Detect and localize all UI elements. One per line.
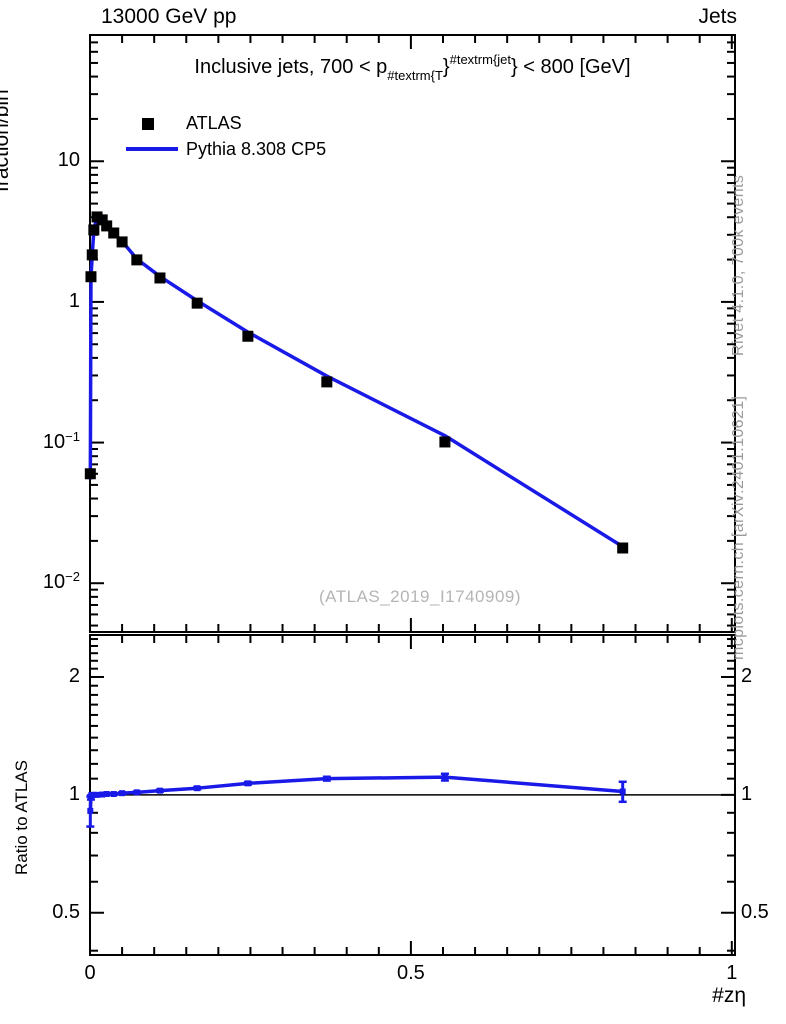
atlas-data-marker bbox=[154, 272, 166, 284]
legend-marker-atlas bbox=[142, 118, 154, 130]
main-y-tick-label-text: 10 bbox=[57, 149, 80, 172]
plot-title-part: } bbox=[511, 56, 518, 78]
ratio-y-tick-label-left: 0.5 bbox=[18, 900, 80, 924]
atlas-data-marker bbox=[85, 271, 97, 283]
x-tick-label-text: 0.5 bbox=[396, 962, 425, 984]
main-y-tick-label: 10−2 bbox=[18, 569, 80, 596]
ratio-data-marker bbox=[194, 785, 201, 792]
ratio-data-marker bbox=[619, 788, 626, 795]
atlas-data-marker bbox=[84, 468, 96, 480]
ratio-data-marker bbox=[441, 774, 448, 781]
ratio-y-tick-label-left: 2 bbox=[18, 664, 80, 688]
x-tick-label-text: 1 bbox=[726, 962, 738, 984]
plot-title-part: Inclusive jets, 700 < p bbox=[194, 56, 388, 78]
ratio-data-marker bbox=[119, 790, 126, 797]
atlas-data-marker bbox=[131, 254, 143, 266]
atlas-data-marker bbox=[191, 297, 203, 309]
x-tick-label: 0.5 bbox=[381, 961, 441, 985]
ratio-y-tick-label-left-text: 0.5 bbox=[52, 900, 80, 923]
main-y-tick-label-text: −1 bbox=[65, 428, 80, 444]
plot-title-part: } bbox=[442, 56, 450, 78]
atlas-data-marker bbox=[108, 227, 120, 239]
ratio-data-marker bbox=[103, 791, 110, 798]
ratio-y-tick-label-right: 1 bbox=[741, 782, 786, 806]
x-tick-label: 0 bbox=[60, 961, 120, 985]
main-y-tick-label-text: 1 bbox=[68, 289, 80, 312]
ratio-data-marker bbox=[156, 787, 163, 794]
ratio-data-marker bbox=[87, 807, 94, 814]
atlas-data-marker bbox=[617, 542, 629, 554]
x-tick-label-text: 0 bbox=[84, 962, 96, 984]
ratio-y-axis-title: Ratio to ATLAS bbox=[12, 760, 31, 875]
ratio-y-tick-label-left: 1 bbox=[18, 782, 80, 806]
beam-energy-label: 13000 GeV pp bbox=[101, 5, 237, 28]
ratio-data-marker bbox=[110, 791, 117, 798]
ratio-y-tick-label-right: 2 bbox=[741, 664, 786, 688]
atlas-data-marker bbox=[96, 214, 108, 226]
atlas-data-marker bbox=[88, 224, 100, 236]
atlas-data-marker bbox=[101, 220, 113, 232]
main-y-tick-label-text: −2 bbox=[65, 569, 80, 585]
plot-title: Inclusive jets, 700 < p#textrm{T}#textrm… bbox=[90, 52, 735, 83]
mcplots-reference-note: mcplots.cern.ch [arXiv:2401.10621] bbox=[730, 395, 747, 660]
ratio-y-tick-label-left-text: 2 bbox=[68, 664, 80, 687]
main-y-tick-label: 1 bbox=[18, 289, 80, 313]
legend-label-atlas: ATLAS bbox=[186, 113, 242, 133]
plot-title-part: #textrm{jet bbox=[449, 52, 512, 67]
atlas-data-marker bbox=[116, 236, 128, 248]
main-y-tick-label: 10 bbox=[18, 148, 80, 172]
ratio-data-marker bbox=[133, 789, 140, 796]
x-axis-title: #zη bbox=[712, 984, 746, 1007]
ratio-data-marker bbox=[94, 791, 101, 798]
rivet-version-note: Rivet 4.1.0, 700k events bbox=[730, 174, 747, 356]
main-y-axis-title: fraction/bin bbox=[0, 89, 13, 192]
ratio-data-marker bbox=[323, 775, 330, 782]
pythia-curve-main bbox=[88, 215, 624, 549]
legend-label-pythia: Pythia 8.308 CP5 bbox=[186, 139, 327, 159]
legend-marker-pythia bbox=[126, 147, 178, 151]
atlas-data-marker bbox=[321, 376, 333, 388]
ratio-y-tick-label-right-text: 1 bbox=[741, 782, 753, 805]
pythia-curve-ratio bbox=[88, 775, 623, 811]
plot-title-part: #textrm{T bbox=[387, 68, 443, 83]
ratio-data-marker bbox=[99, 791, 106, 798]
ratio-y-tick-label-right-text: 0.5 bbox=[741, 900, 769, 923]
plot-title-part: < 800 [GeV] bbox=[517, 56, 631, 78]
ratio-data-marker bbox=[244, 780, 251, 787]
main-y-tick-label: 10−1 bbox=[18, 428, 80, 456]
ratio-y-tick-label-left-text: 1 bbox=[68, 782, 80, 805]
atlas-data-marker bbox=[242, 330, 254, 342]
ratio-y-tick-label-right: 0.5 bbox=[741, 900, 786, 924]
analysis-id-watermark: (ATLAS_2019_I1740909) bbox=[318, 587, 522, 606]
main-y-tick-label-text: 10 bbox=[42, 571, 66, 594]
analysis-group-label: Jets bbox=[698, 5, 737, 28]
atlas-data-marker bbox=[439, 436, 451, 448]
main-y-tick-label-text: 10 bbox=[42, 430, 66, 453]
atlas-data-marker bbox=[86, 249, 98, 261]
ratio-y-tick-label-right-text: 2 bbox=[741, 664, 753, 687]
ratio-data-marker bbox=[90, 791, 97, 798]
x-tick-label: 1 bbox=[702, 961, 762, 985]
